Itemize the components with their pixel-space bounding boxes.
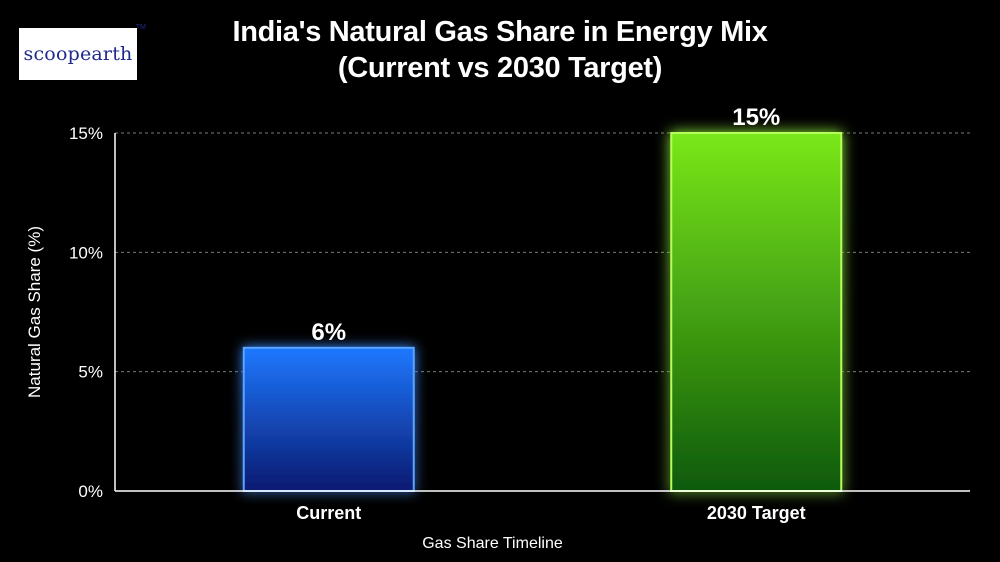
chart-subtitle: (Current vs 2030 Target) <box>337 52 663 84</box>
logo-text: scoopearth <box>23 43 133 65</box>
chart-title-block: India's Natural Gas Share in Energy Mix … <box>150 14 850 86</box>
y-axis-title: Natural Gas Share (%) <box>25 226 44 398</box>
logo-trademark: TM <box>135 24 146 31</box>
data-label: 15% <box>732 104 780 131</box>
x-axis-title: Gas Share Timeline <box>422 535 563 552</box>
y-tick-label: 0% <box>78 482 103 501</box>
y-tick-label: 15% <box>69 124 103 143</box>
scoopearth-logo: scoopearth TM <box>19 24 146 80</box>
bar-current <box>242 346 415 492</box>
x-tick-label: Current <box>296 503 361 523</box>
x-tick-label: 2030 Target <box>707 503 806 523</box>
data-label: 6% <box>311 319 346 346</box>
y-tick-label: 10% <box>69 243 103 262</box>
bar-2030-target <box>670 132 843 492</box>
chart-title: India's Natural Gas Share in Energy Mix <box>232 16 768 48</box>
y-tick-label: 5% <box>78 363 103 382</box>
